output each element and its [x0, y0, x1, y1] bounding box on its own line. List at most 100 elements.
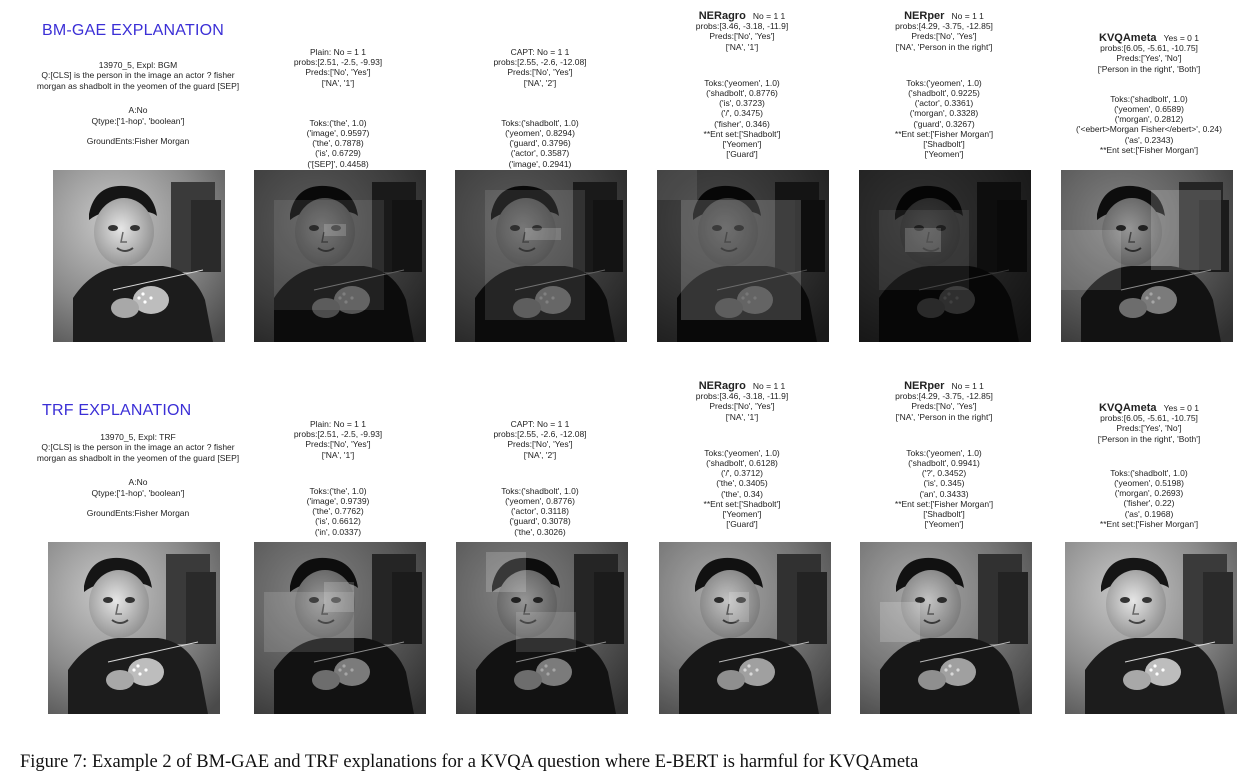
entity-text: ['Person in the right', 'Both'] — [1097, 63, 1201, 74]
section-title: TRF EXPLANATION — [42, 402, 192, 419]
entity-text: ['NA', '1'] — [321, 77, 355, 88]
entity-text: ['NA', 'Person in the right'] — [895, 41, 993, 52]
token-item: ('[SEP]', 0.4458) — [307, 158, 369, 169]
qtype-text: Qtype:['1-hop', 'boolean'] — [91, 487, 185, 498]
preds-text: Preds:['Yes', 'No'] — [1116, 53, 1182, 64]
token-item: ('fisher', 0.22) — [1123, 498, 1175, 509]
example-id: 13970_5, Expl: BGM — [98, 60, 178, 70]
heatmap-photo — [659, 542, 831, 714]
token-item: ('actor', 0.3587) — [510, 148, 570, 159]
model-header: NERper No = 1 1 — [844, 11, 1044, 22]
token-item: ('morgan', 0.3328) — [909, 108, 979, 119]
token-item: ('?', 0.3452) — [921, 468, 967, 479]
portrait-image — [1065, 542, 1237, 714]
model-label: Plain: No = 1 1 — [310, 47, 366, 57]
model-column-kvqameta: KVQAmeta Yes = 0 1 probs:[6.05, -5.61, -… — [1044, 33, 1254, 155]
entity-set: **Ent set:['Fisher Morgan'] — [894, 498, 994, 509]
portrait-image — [659, 542, 831, 714]
token-item: Toks:('shadbolt', 1.0) — [1110, 93, 1188, 104]
entity-text: ['NA', '1'] — [725, 41, 759, 52]
probs-text: probs:[2.51, -2.5, -9.93] — [293, 429, 383, 440]
model-column-plain: Plain: No = 1 1 probs:[2.51, -2.5, -9.93… — [238, 47, 438, 169]
model-label: CAPT: No = 1 1 — [510, 419, 570, 429]
token-item: ('image', 0.2941) — [508, 158, 572, 169]
model-name: NERagro — [698, 380, 746, 392]
token-item: ('the', 0.7878) — [312, 138, 364, 149]
token-list: Toks:('shadbolt', 1.0) ('yeomen', 0.8776… — [440, 486, 640, 537]
model-column-kvqameta: KVQAmeta Yes = 0 1 probs:[6.05, -5.61, -… — [1044, 403, 1254, 529]
token-item: ('is', 0.345) — [923, 478, 965, 489]
answer-text: A:No — [128, 477, 148, 488]
model-column-capt: CAPT: No = 1 1 probs:[2.55, -2.6, -12.08… — [440, 419, 640, 537]
token-item: ('as', 0.2343) — [1124, 134, 1174, 145]
example-id: 13970_5, Expl: TRF — [100, 432, 176, 442]
token-item: Toks:('yeomen', 1.0) — [906, 447, 982, 458]
model-label: Yes = 0 1 — [1163, 403, 1199, 413]
heatmap-overlay — [455, 170, 627, 342]
token-item: ('is', 0.6612) — [315, 516, 361, 527]
token-list: Toks:('yeomen', 1.0) ('shadbolt', 0.9225… — [844, 78, 1044, 160]
question-info: 13970_5, Expl: BGM Q:[CLS] is the person… — [28, 60, 248, 146]
probs-text: probs:[4.29, -3.75, -12.85] — [895, 21, 993, 32]
heatmap-overlay — [254, 170, 426, 342]
portrait-image — [254, 170, 426, 342]
heatmap-photo — [254, 170, 426, 342]
token-item: ('/', 0.3475) — [721, 108, 763, 119]
model-column-neragro: NERagro No = 1 1 probs:[3.46, -3.18, -11… — [642, 380, 842, 530]
preds-text: Preds:['No', 'Yes'] — [305, 439, 371, 450]
token-item: Toks:('the', 1.0) — [309, 485, 367, 496]
model-header: KVQAmeta Yes = 0 1 — [1044, 402, 1254, 414]
probs-text: probs:[3.46, -3.18, -11.9] — [695, 391, 789, 402]
probs-text: probs:[6.05, -5.61, -10.75] — [1100, 43, 1198, 54]
portrait-image — [456, 542, 628, 714]
token-item: ('morgan', 0.2812) — [1114, 114, 1184, 125]
preds-text: Preds:['No', 'Yes'] — [507, 439, 573, 450]
model-column-plain: Plain: No = 1 1 probs:[2.51, -2.5, -9.93… — [238, 419, 438, 537]
token-item: ('in', 0.0337) — [314, 526, 362, 537]
qtype-text: Qtype:['1-hop', 'boolean'] — [91, 115, 185, 126]
probs-text: probs:[2.55, -2.6, -12.08] — [493, 57, 587, 68]
question-text: Q:[CLS] is the person in the image an ac… — [36, 70, 240, 91]
entity-set-item: ['Shadbolt'] — [923, 509, 965, 520]
entity-set: **Ent set:['Fisher Morgan'] — [894, 128, 994, 139]
model-name: NERagro — [698, 10, 746, 22]
heatmap-overlay — [1065, 542, 1237, 714]
token-list: Toks:('yeomen', 1.0) ('shadbolt', 0.9941… — [844, 448, 1044, 530]
token-item: ('actor', 0.3118) — [511, 506, 569, 517]
preds-text: Preds:['Yes', 'No'] — [1116, 423, 1182, 434]
input-photo — [53, 170, 225, 342]
entity-set-item: ['Guard'] — [726, 519, 758, 530]
portrait-image — [254, 542, 426, 714]
heatmap-photo — [860, 542, 1032, 714]
model-header: NERagro No = 1 1 — [642, 380, 842, 392]
token-item: ('fisher', 0.346) — [714, 118, 770, 129]
heatmap-overlay — [860, 542, 1032, 714]
token-item: ('yeomen', 0.8294) — [505, 128, 575, 139]
portrait-image — [53, 170, 225, 342]
token-item: ('/', 0.3712) — [721, 468, 763, 479]
entity-text: ['NA', '2'] — [523, 449, 557, 460]
token-item: ('shadbolt', 0.9941) — [908, 458, 980, 469]
model-name: KVQAmeta — [1099, 402, 1157, 414]
token-item: Toks:('yeomen', 1.0) — [906, 77, 982, 88]
ground-entities: GroundEnts:Fisher Morgan — [86, 136, 190, 147]
portrait-image — [455, 170, 627, 342]
token-item: Toks:('shadbolt', 1.0) — [501, 117, 579, 128]
answer-text: A:No — [128, 105, 148, 116]
token-item: ('is', 0.6729) — [315, 148, 361, 159]
token-item: ('shadbolt', 0.8776) — [706, 88, 778, 99]
question-text: Q:[CLS] is the person in the image an ac… — [36, 442, 240, 463]
token-item: ('image', 0.9597) — [306, 128, 370, 139]
heatmap-overlay — [657, 170, 829, 342]
token-list: Toks:('shadbolt', 1.0) ('yeomen', 0.8294… — [440, 118, 640, 169]
probs-text: probs:[3.46, -3.18, -11.9] — [695, 21, 789, 32]
entity-set-item: ['Yeomen'] — [722, 509, 762, 520]
probs-text: probs:[2.55, -2.6, -12.08] — [493, 429, 587, 440]
token-list: Toks:('yeomen', 1.0) ('shadbolt', 0.8776… — [642, 78, 842, 160]
heatmap-photo — [456, 542, 628, 714]
model-label: No = 1 1 — [752, 11, 786, 21]
token-list: Toks:('the', 1.0) ('image', 0.9739) ('th… — [238, 486, 438, 537]
token-item: ('yeomen', 0.6589) — [1114, 104, 1184, 115]
section-title: BM-GAE EXPLANATION — [42, 22, 225, 39]
token-item: ('is', 0.3723) — [719, 98, 765, 109]
